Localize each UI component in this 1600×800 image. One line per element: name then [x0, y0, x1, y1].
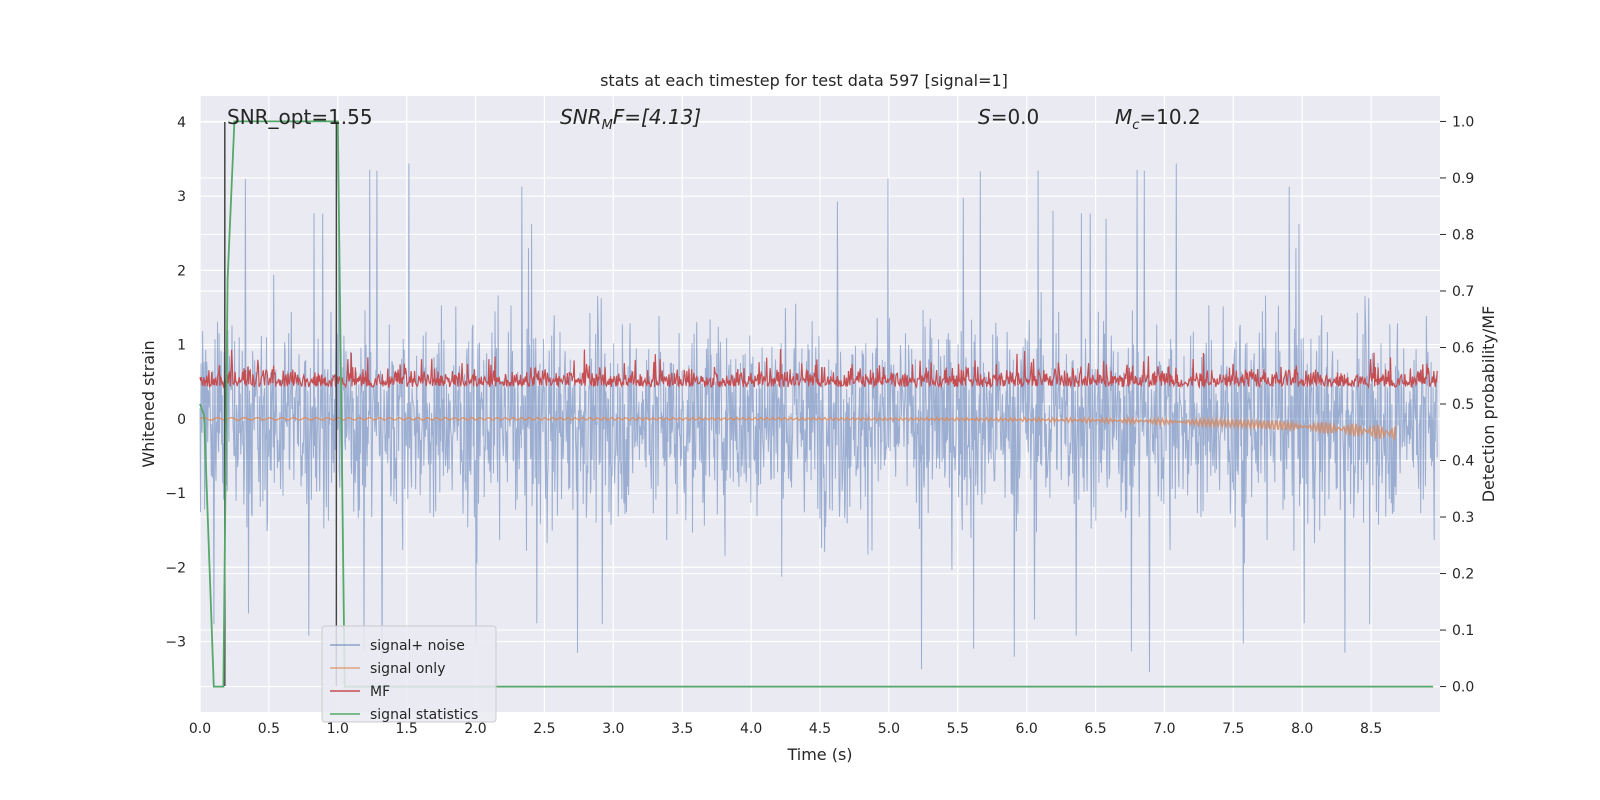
- series-mf: [199, 349, 1438, 390]
- x-tick-label: 0.0: [189, 721, 211, 737]
- y-tick-label: −2: [165, 560, 186, 576]
- legend: signal+ noise signal only MF signal statist…: [321, 625, 497, 723]
- x-tick-label: 5.0: [878, 721, 900, 737]
- legend-entry: signal statistics: [370, 707, 478, 723]
- annotation-snr-opt: SNR_opt=1.55: [227, 105, 373, 129]
- y2-axis-label: Detection probability/MF: [1479, 306, 1498, 503]
- x-tick-label: 5.5: [947, 721, 969, 737]
- annotation-mc: Mc=10.2: [1115, 105, 1201, 133]
- y2-tick-label: 0.6: [1452, 340, 1474, 356]
- x-tick-label: 8.5: [1360, 721, 1382, 737]
- legend-entry: signal only: [370, 661, 445, 677]
- y2-tick-label: 0.5: [1452, 397, 1474, 413]
- y-tick-label: 4: [177, 115, 186, 131]
- y2-tick-label: 0.3: [1452, 510, 1474, 526]
- series-signal-noise: [199, 163, 1438, 672]
- y-tick-labels: 4 3 2 1 0 −1 −2 −3: [165, 115, 186, 651]
- snr-mf-rest: F=[4.13]: [613, 105, 701, 129]
- mc-rest: =10.2: [1139, 105, 1200, 129]
- x-tick-label: 4.5: [809, 721, 831, 737]
- annotation-snr-mf: SNRMF=[4.13]: [560, 105, 701, 133]
- x-tick-label: 3.5: [671, 721, 693, 737]
- x-tick-label: 1.0: [327, 721, 349, 737]
- series-signal-only: [199, 416, 1397, 441]
- s-var: S: [978, 105, 991, 129]
- y2-tick-label: 0.2: [1452, 567, 1474, 583]
- y2-tick-labels: 1.0 0.9 0.8 0.7 0.6 0.5 0.4 0.3 0.2 0.1 0.0: [1440, 114, 1474, 696]
- line-signal-only: [199, 416, 1397, 441]
- y2-tick-label: 0.1: [1452, 623, 1474, 639]
- legend-entry: signal+ noise: [370, 638, 465, 654]
- x-tick-labels: 0.0 0.5 1.0 1.5 2.0 2.5 3.0 3.5 4.0 4.5 5.0 5.5 6.0 6…: [189, 721, 1382, 737]
- y-tick-label: 0: [177, 412, 186, 428]
- x-tick-label: 2.5: [533, 721, 555, 737]
- x-tick-label: 4.0: [740, 721, 762, 737]
- x-axis-label: Time (s): [786, 745, 852, 764]
- y2-tick-label: 0.8: [1452, 227, 1474, 243]
- grid: [199, 96, 1440, 712]
- snr-mf-sub: M: [602, 118, 613, 133]
- x-tick-label: 8.0: [1291, 721, 1313, 737]
- y-tick-label: 1: [177, 338, 186, 354]
- y-tick-label: −3: [165, 634, 186, 650]
- x-tick-label: 1.5: [396, 721, 418, 737]
- annotation-s: S=0.0: [978, 105, 1039, 129]
- mc-sub: c: [1132, 118, 1139, 133]
- x-tick-label: 2.0: [464, 721, 486, 737]
- line-mf: [199, 349, 1438, 390]
- y2-tick-label: 0.7: [1452, 284, 1474, 300]
- y2-tick-label: 0.0: [1452, 680, 1474, 696]
- mc-var: M: [1115, 105, 1132, 129]
- y2-tick-label: 0.4: [1452, 454, 1474, 470]
- line-signal-noise: [199, 163, 1438, 672]
- chart-title: stats at each timestep for test data 597…: [600, 71, 1008, 90]
- y2-tick-label: 0.9: [1452, 171, 1474, 187]
- y2-tick-label: 1.0: [1452, 114, 1474, 130]
- legend-entry: MF: [370, 684, 390, 700]
- legend-box: [321, 625, 497, 723]
- x-tick-label: 0.5: [258, 721, 280, 737]
- y-axis-label: Whitened strain: [139, 340, 158, 467]
- x-tick-label: 6.0: [1016, 721, 1038, 737]
- y-tick-label: −1: [165, 486, 186, 502]
- x-tick-label: 7.5: [1222, 721, 1244, 737]
- snr-mf-base: SNR: [560, 105, 602, 129]
- y-tick-label: 2: [177, 263, 186, 279]
- y-tick-label: 3: [177, 189, 186, 205]
- x-tick-label: 3.0: [602, 721, 624, 737]
- s-rest: =0.0: [991, 105, 1040, 129]
- x-tick-label: 7.0: [1153, 721, 1175, 737]
- x-tick-label: 6.5: [1084, 721, 1106, 737]
